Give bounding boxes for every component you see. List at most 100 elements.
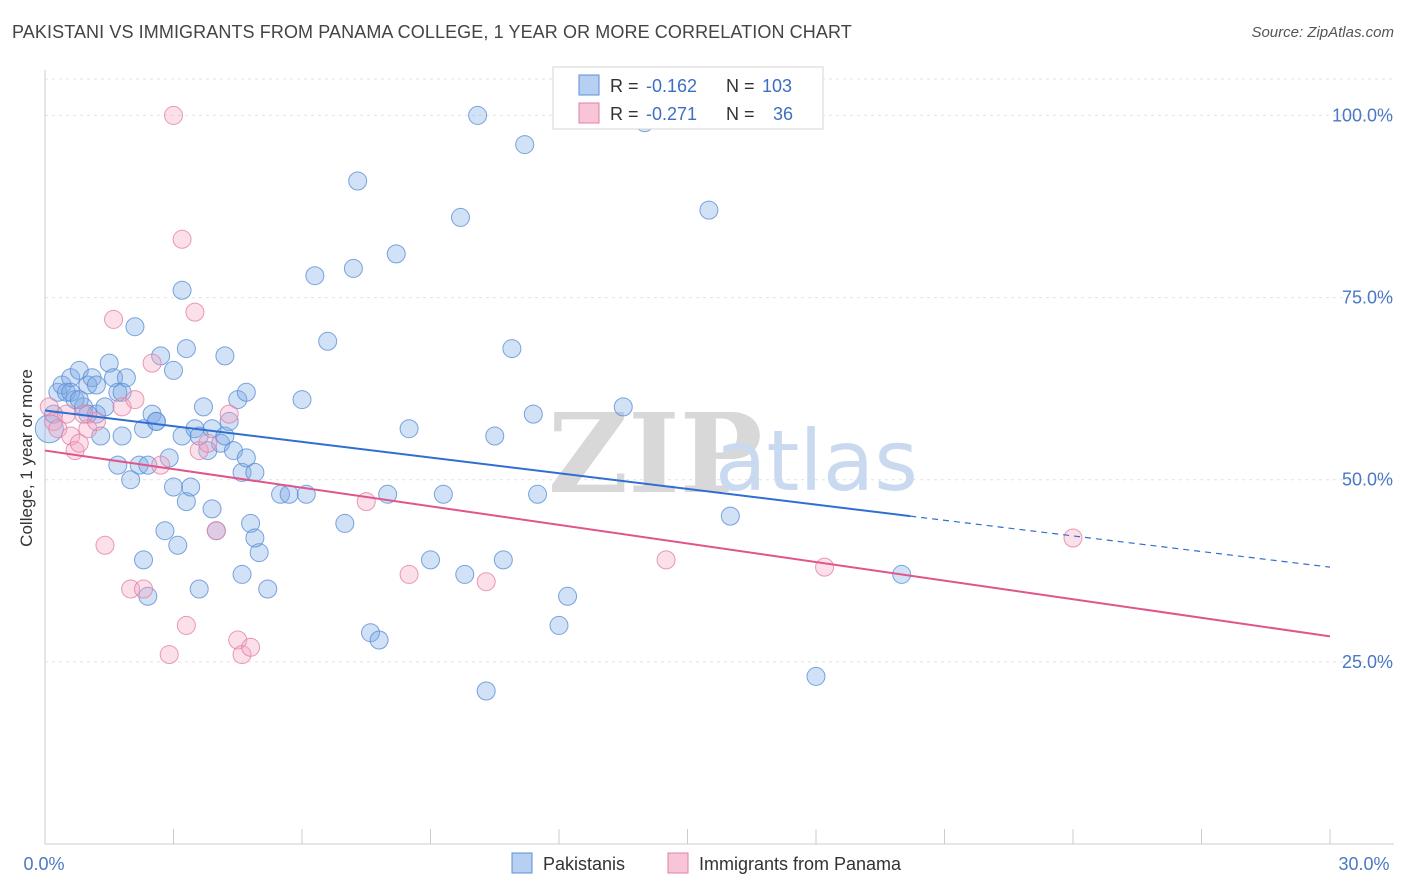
pakistanis-point xyxy=(245,528,265,548)
panama-point xyxy=(172,229,192,249)
pakistanis-point xyxy=(421,550,440,570)
legend-r-value-2: -0.271 xyxy=(646,104,697,124)
legend-swatch-pakistanis xyxy=(578,74,600,96)
panama-point xyxy=(176,615,196,635)
panama-trend-line xyxy=(44,449,1331,638)
legend-n-label-1: N = xyxy=(726,76,755,96)
bottom-legend-label-panama: Immigrants from Panama xyxy=(699,854,902,874)
pakistanis-point xyxy=(292,390,312,410)
pakistanis-point xyxy=(348,171,368,191)
pakistanis-point xyxy=(433,484,453,504)
panama-point xyxy=(134,579,154,599)
legend-n-label-2: N = xyxy=(726,104,755,124)
panama-point xyxy=(159,645,179,665)
pakistanis-trend-line xyxy=(44,409,911,518)
pakistanis-point xyxy=(146,411,166,431)
x-tick-label-max: 30.0% xyxy=(1338,854,1389,874)
pakistanis-point xyxy=(468,105,488,125)
pakistanis-point xyxy=(485,426,505,446)
pakistanis-point xyxy=(121,470,141,490)
data-points xyxy=(34,105,1083,701)
pakistanis-point xyxy=(236,448,256,468)
pakistanis-point xyxy=(86,375,106,395)
x-ticks xyxy=(44,829,1331,844)
pakistanis-point xyxy=(202,499,222,519)
pakistanis-point xyxy=(112,426,132,446)
pakistanis-point xyxy=(502,339,522,359)
pakistanis-point xyxy=(134,550,154,570)
pakistanis-point xyxy=(116,368,136,388)
pakistanis-point xyxy=(189,579,209,599)
pakistanis-point xyxy=(241,513,261,533)
pakistanis-point xyxy=(318,331,338,351)
pakistanis-point xyxy=(613,397,633,417)
pakistanis-point xyxy=(523,404,543,424)
pakistanis-point xyxy=(455,564,475,584)
panama-point xyxy=(1063,528,1083,548)
pakistanis-point xyxy=(476,681,496,701)
pakistanis-point xyxy=(69,390,89,410)
pakistanis-point xyxy=(279,484,299,504)
pakistanis-point xyxy=(549,615,569,635)
y-tick-label: 75.0% xyxy=(1342,288,1393,308)
pakistanis-point xyxy=(219,411,239,431)
legend-r-label-2: R = xyxy=(610,104,639,124)
pakistanis-point xyxy=(335,513,355,533)
pakistanis-point xyxy=(108,455,128,475)
watermark-atlas: atlas xyxy=(715,412,918,510)
chart-source: Source: ZipAtlas.com xyxy=(1251,24,1394,41)
pakistanis-trend-extension xyxy=(910,515,1331,568)
bottom-legend: Pakistanis Immigrants from Panama xyxy=(511,852,902,874)
pakistanis-point xyxy=(493,550,513,570)
y-tick-label: 50.0% xyxy=(1342,470,1393,490)
pakistanis-point xyxy=(386,244,406,264)
legend-n-value-2: 36 xyxy=(773,104,793,124)
pakistanis-point xyxy=(515,135,535,155)
pakistanis-point xyxy=(99,353,119,373)
y-axis-label: College, 1 year or more xyxy=(17,369,36,547)
legend-swatch-panama xyxy=(578,102,600,124)
pakistanis-point xyxy=(450,207,470,227)
panama-point xyxy=(164,105,183,125)
legend-box: R = -0.162 N = 103 R = -0.271 N = 36 xyxy=(552,66,824,130)
panama-point xyxy=(142,353,162,373)
pakistanis-point xyxy=(125,317,145,337)
panama-point xyxy=(104,309,124,329)
panama-point xyxy=(198,433,218,453)
pakistanis-point xyxy=(558,586,578,606)
pakistanis-point xyxy=(699,200,719,220)
panama-point xyxy=(476,572,496,592)
pakistanis-point xyxy=(399,419,419,439)
pakistanis-point xyxy=(528,484,548,504)
pakistanis-point xyxy=(164,477,183,497)
bottom-legend-swatch-pakistanis xyxy=(511,852,533,874)
pakistanis-point xyxy=(369,630,389,650)
y-tick-label: 25.0% xyxy=(1342,652,1393,672)
y-tick-label: 100.0% xyxy=(1332,105,1393,125)
panama-point xyxy=(151,455,171,475)
legend-r-value-1: -0.162 xyxy=(646,76,697,96)
x-tick-label-min: 0.0% xyxy=(23,854,64,874)
pakistanis-point xyxy=(806,666,826,686)
panama-point xyxy=(241,637,261,657)
pakistanis-point xyxy=(172,280,192,300)
pakistanis-point xyxy=(95,397,115,417)
legend-n-value-1: 103 xyxy=(762,76,792,96)
bottom-legend-swatch-panama xyxy=(667,852,689,874)
panama-point xyxy=(206,521,226,541)
legend-r-label-1: R = xyxy=(610,76,639,96)
panama-point xyxy=(185,302,205,322)
axes xyxy=(44,70,1394,845)
pakistanis-point xyxy=(215,346,235,366)
pakistanis-point xyxy=(232,564,252,584)
pakistanis-point xyxy=(176,492,196,512)
y-tick-labels: 25.0% 50.0% 75.0% 100.0% xyxy=(1332,105,1393,671)
panama-point xyxy=(95,535,115,555)
pakistanis-point xyxy=(176,339,196,359)
pakistanis-point xyxy=(193,397,213,417)
pakistanis-point xyxy=(108,382,128,402)
panama-point xyxy=(815,557,835,577)
pakistanis-point xyxy=(164,360,183,380)
pakistanis-point xyxy=(168,535,188,555)
